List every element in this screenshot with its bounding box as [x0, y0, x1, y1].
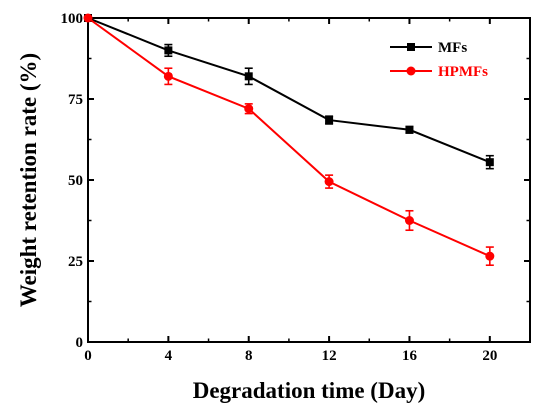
y-tick-label: 25: [68, 254, 83, 270]
series-line: [87, 17, 491, 258]
x-axis-title: Degradation time (Day): [193, 378, 426, 403]
y-tick-label: 0: [76, 335, 84, 351]
data-point: [404, 216, 414, 225]
data-point: [244, 104, 254, 114]
data-point: [325, 116, 334, 125]
y-tick-label: 75: [68, 92, 83, 108]
y-axis: 0 25 50 75 100: [61, 11, 530, 351]
x-tick-label: 16: [402, 348, 418, 364]
legend-label: HPMFs: [438, 64, 488, 80]
x-tick-label: 20: [482, 348, 497, 364]
x-tick-label: 8: [245, 348, 253, 364]
y-tick-label: 100: [61, 11, 84, 27]
legend-label: MFs: [438, 40, 467, 56]
data-point: [164, 46, 173, 55]
series-line: [87, 17, 491, 164]
data-point: [163, 71, 173, 81]
data-point: [324, 177, 334, 187]
data-point: [485, 158, 494, 167]
x-tick-label: 12: [322, 348, 337, 364]
legend-marker: [407, 43, 415, 51]
x-axis: 0 4 8 12 16 20: [84, 18, 531, 364]
legend-marker: [406, 66, 416, 76]
series-hpmfs: [83, 13, 495, 267]
legend: MFs HPMFs: [390, 40, 488, 80]
x-tick-label: 4: [165, 348, 173, 364]
series-layer: [83, 13, 495, 267]
data-point: [485, 251, 495, 261]
y-tick-label: 50: [68, 173, 83, 189]
x-tick-label: 0: [84, 348, 92, 364]
y-axis-title: Weight retention rate (%): [16, 53, 41, 307]
data-point: [244, 72, 253, 81]
data-point: [83, 13, 93, 23]
data-point: [405, 125, 414, 134]
